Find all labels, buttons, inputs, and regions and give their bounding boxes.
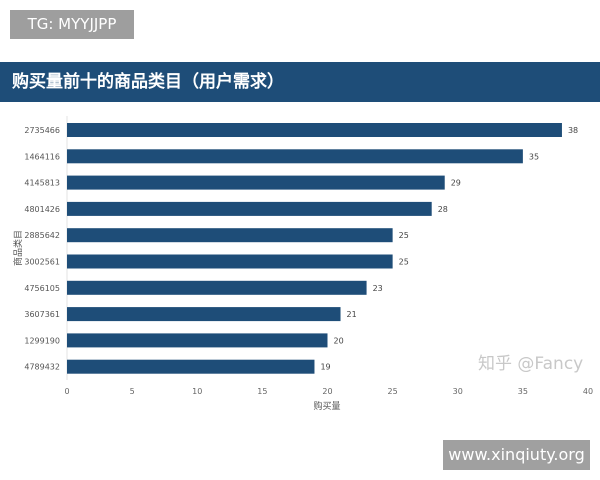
data-label: 19 — [320, 363, 330, 372]
x-tick-label: 10 — [192, 387, 202, 396]
x-tick-label: 15 — [257, 387, 267, 396]
chart-title: 购买量前十的商品类目（用户需求） — [0, 62, 600, 102]
data-label: 38 — [568, 126, 578, 135]
data-label: 25 — [399, 258, 409, 267]
y-tick-label: 1464116 — [24, 152, 60, 161]
bar — [67, 359, 315, 374]
data-label: 28 — [438, 205, 448, 214]
x-tick-label: 35 — [518, 387, 528, 396]
bar — [67, 201, 432, 216]
x-axis-label: 购买量 — [313, 400, 340, 412]
x-tick-label: 5 — [130, 387, 135, 396]
data-label: 20 — [334, 336, 344, 345]
y-tick-label: 1299190 — [24, 336, 60, 345]
data-label: 25 — [399, 231, 409, 240]
x-tick-label: 20 — [322, 387, 332, 396]
y-tick-label: 3002561 — [24, 258, 60, 267]
bar — [67, 333, 328, 348]
y-tick-label: 4801426 — [24, 205, 60, 214]
tg-watermark: TG: MYYJJPP — [10, 10, 134, 39]
site-watermark: www.xinqiuty.org — [443, 440, 590, 470]
bar — [67, 228, 393, 243]
x-tick-label: 30 — [453, 387, 463, 396]
bar — [67, 280, 367, 295]
y-tick-label: 2885642 — [24, 231, 60, 240]
y-tick-label: 3607361 — [24, 310, 60, 319]
y-axis-label: 商品类目 — [12, 230, 24, 266]
bar — [67, 123, 562, 137]
bar — [67, 307, 341, 322]
y-tick-label: 4756105 — [24, 284, 60, 293]
y-tick-label: 2735466 — [24, 126, 60, 135]
zhihu-watermark: 知乎 @Fancy — [478, 354, 584, 374]
data-label: 21 — [347, 310, 357, 319]
x-tick-label: 40 — [583, 387, 593, 396]
data-label: 23 — [373, 284, 383, 293]
data-label: 35 — [529, 152, 539, 161]
y-tick-label: 4789432 — [24, 363, 60, 372]
bar — [67, 149, 523, 164]
x-tick-label: 25 — [388, 387, 398, 396]
x-tick-label: 0 — [64, 387, 69, 396]
bar — [67, 175, 445, 190]
y-tick-label: 4145813 — [24, 179, 60, 188]
data-label: 29 — [451, 179, 461, 188]
bar — [67, 254, 393, 269]
